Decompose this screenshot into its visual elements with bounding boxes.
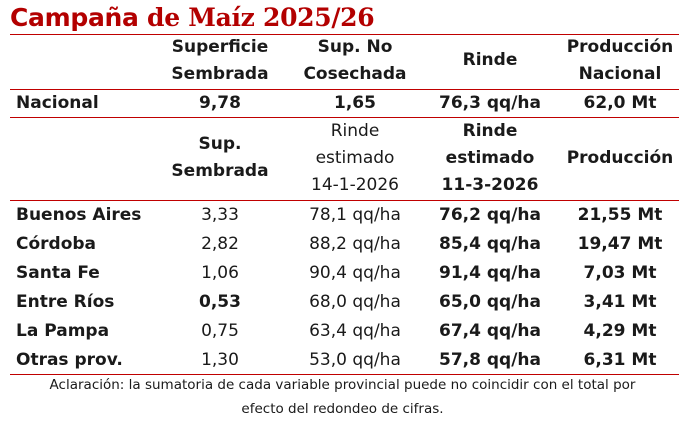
header-sup-no-cosechada: Sup. No Cosechada: [290, 34, 420, 88]
header2-divider: [10, 200, 679, 201]
province-sup: 0,53: [199, 292, 241, 312]
header-text: Nacional: [578, 64, 662, 84]
province-rinde-marzo: 85,4 qq/ha: [439, 234, 541, 254]
province-name: Santa Fe: [16, 263, 100, 283]
province-name: Entre Ríos: [16, 292, 115, 312]
province-rinde-enero: 63,4 qq/ha: [309, 321, 401, 341]
header-text: Cosechada: [303, 64, 407, 84]
nacional-rinde: 76,3 qq/ha: [439, 93, 541, 113]
header-text: Sup. No: [317, 37, 393, 57]
province-rinde-enero: 68,0 qq/ha: [309, 292, 401, 312]
province-produccion: 21,55 Mt: [577, 205, 663, 225]
province-rinde-marzo: 65,0 qq/ha: [439, 292, 541, 312]
header-superficie-sembrada: Superficie Sembrada: [160, 34, 280, 88]
province-sup: 2,82: [201, 234, 239, 254]
row-label-nacional: Nacional: [16, 93, 99, 113]
header-text: 11-3-2026: [441, 175, 539, 195]
header-rinde-estimado-marzo: Rinde estimado 11-3-2026: [430, 118, 550, 199]
province-rinde-enero: 78,1 qq/ha: [309, 205, 401, 225]
header-rinde: Rinde: [462, 50, 518, 70]
province-sup: 0,75: [201, 321, 239, 341]
province-rinde-enero: 53,0 qq/ha: [309, 350, 401, 370]
province-produccion: 19,47 Mt: [577, 234, 663, 254]
footnote-line-1: Aclaración: la sumatoria de cada variabl…: [49, 377, 636, 393]
title-part-2: de Maíz 2025/26: [147, 3, 375, 32]
header-divider: [10, 89, 679, 90]
title-divider: [10, 34, 679, 35]
province-sup: 1,06: [201, 263, 239, 283]
header-produccion: Producción: [566, 148, 674, 168]
nacional-produccion: 62,0 Mt: [583, 93, 657, 113]
header-text: Rinde: [330, 121, 380, 141]
province-name: La Pampa: [16, 321, 110, 341]
province-name: Córdoba: [16, 234, 97, 254]
province-rinde-enero: 90,4 qq/ha: [309, 263, 401, 283]
nacional-no-cosechada: 1,65: [334, 93, 376, 113]
header-text: Sembrada: [171, 64, 269, 84]
header-text: Producción: [566, 37, 674, 57]
province-name: Buenos Aires: [16, 205, 142, 225]
province-produccion: 4,29 Mt: [583, 321, 657, 341]
header-rinde-estimado-enero: Rinde estimado 14-1-2026: [290, 118, 420, 199]
province-rinde-marzo: 91,4 qq/ha: [439, 263, 541, 283]
province-name: Otras prov.: [16, 350, 123, 370]
header-text: Sembrada: [171, 161, 269, 181]
province-rinde-marzo: 57,8 qq/ha: [439, 350, 541, 370]
province-produccion: 6,31 Mt: [583, 350, 657, 370]
header-sup-sembrada: Sup. Sembrada: [160, 131, 280, 185]
page-title: Campaña de Maíz 2025/26: [10, 2, 375, 34]
header-produccion-nacional: Producción Nacional: [555, 34, 685, 88]
nacional-divider: [10, 117, 679, 118]
province-sup: 1,30: [201, 350, 239, 370]
province-rinde-marzo: 76,2 qq/ha: [439, 205, 541, 225]
header-text: Rinde: [462, 121, 518, 141]
province-produccion: 7,03 Mt: [583, 263, 657, 283]
header-text: estimado: [445, 148, 535, 168]
header-text: Superficie: [171, 37, 269, 57]
province-produccion: 3,41 Mt: [583, 292, 657, 312]
footnote-line-2: efecto del redondeo de cifras.: [241, 401, 444, 417]
province-sup: 3,33: [201, 205, 239, 225]
province-rinde-enero: 88,2 qq/ha: [309, 234, 401, 254]
header-text: estimado: [315, 148, 395, 168]
title-part-1: Campaña: [10, 3, 148, 32]
province-rinde-marzo: 67,4 qq/ha: [439, 321, 541, 341]
table-bottom-divider: [10, 374, 679, 375]
nacional-superficie: 9,78: [199, 93, 241, 113]
header-text: Sup.: [198, 134, 242, 154]
header-text: 14-1-2026: [311, 175, 399, 195]
